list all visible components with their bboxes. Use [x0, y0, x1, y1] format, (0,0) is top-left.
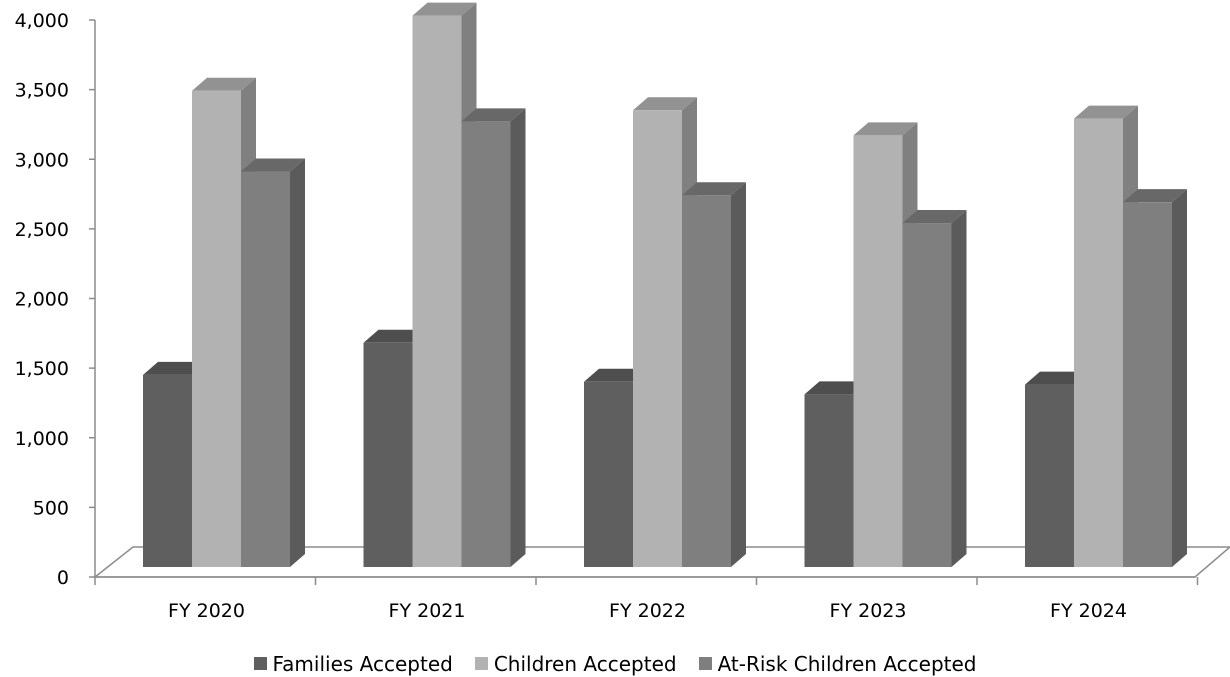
- bar-front: [853, 135, 903, 567]
- legend-item: Children Accepted: [474, 651, 677, 676]
- y-axis: 0 500 1,000 1,500 2,000 2,500 3,000 3,500 4,000: [15, 10, 96, 589]
- bar: [902, 210, 967, 568]
- bar-side: [510, 108, 526, 568]
- legend: Families Accepted Children Accepted At-Ris…: [0, 650, 1230, 677]
- y-tick-label: 500: [33, 497, 69, 519]
- bar: [1123, 189, 1187, 568]
- bar-front: [1074, 118, 1123, 568]
- legend-label: At-Risk Children Accepted: [717, 651, 977, 676]
- bar-front: [143, 374, 192, 567]
- bar-side: [951, 210, 967, 568]
- bar-front: [682, 195, 731, 567]
- legend-label: Families Accepted: [272, 651, 453, 676]
- legend-item: At-Risk Children Accepted: [698, 651, 977, 676]
- y-tick-label: 2,500: [15, 219, 69, 241]
- bar: [461, 108, 526, 568]
- x-tick-label: FY 2022: [609, 600, 686, 622]
- bar-front: [461, 121, 511, 568]
- legend-swatch: [698, 657, 712, 670]
- bar-top: [902, 210, 967, 224]
- bar: [682, 182, 746, 567]
- bar-front: [1123, 202, 1172, 568]
- legend-label: Children Accepted: [493, 651, 677, 676]
- bar-top: [1123, 189, 1187, 203]
- legend-item: Families Accepted: [253, 651, 453, 676]
- bar-top: [192, 77, 256, 91]
- bar-top: [1074, 105, 1138, 119]
- legend-swatch: [474, 657, 488, 670]
- bar-side: [290, 158, 305, 567]
- bar-front: [1025, 384, 1074, 567]
- y-tick-label: 1,000: [15, 428, 69, 450]
- x-tick-label: FY 2020: [168, 600, 245, 622]
- bar-front: [363, 342, 413, 567]
- x-tick-label: FY 2024: [1050, 600, 1127, 622]
- bar-top: [682, 182, 746, 196]
- bars: [143, 2, 1187, 568]
- bar-front: [192, 90, 241, 567]
- y-tick-label: 1,500: [15, 358, 69, 380]
- bar-front: [241, 171, 290, 567]
- bar-top: [363, 329, 428, 343]
- bar-front: [804, 394, 854, 567]
- bar-top: [241, 158, 305, 172]
- y-tick-label: 2,000: [15, 289, 69, 311]
- bar-front: [584, 381, 633, 567]
- bar-top: [584, 368, 648, 382]
- y-tick-label: 3,000: [15, 149, 69, 171]
- bar: [241, 158, 305, 567]
- bar-top: [633, 97, 697, 111]
- y-tick-label: 0: [57, 567, 69, 589]
- y-tick-label: 3,500: [15, 80, 69, 102]
- x-axis: FY 2020 FY 2021 FY 2022 FY 2023 FY 2024: [94, 576, 1199, 622]
- bar-top: [461, 108, 526, 122]
- y-tick-label: 4,000: [15, 10, 69, 32]
- x-tick-label: FY 2023: [830, 600, 907, 622]
- bar-top: [853, 122, 918, 136]
- bar-top: [1025, 371, 1089, 385]
- legend-swatch: [253, 657, 267, 670]
- bar-front: [412, 15, 462, 567]
- bar-side: [1172, 189, 1187, 568]
- bar-front: [633, 110, 682, 567]
- bar-side: [731, 182, 746, 567]
- bar-top: [804, 381, 869, 395]
- bar-front: [902, 223, 952, 568]
- x-tick-label: FY 2021: [389, 600, 466, 622]
- bar-top: [412, 2, 477, 16]
- bar-top: [143, 361, 207, 375]
